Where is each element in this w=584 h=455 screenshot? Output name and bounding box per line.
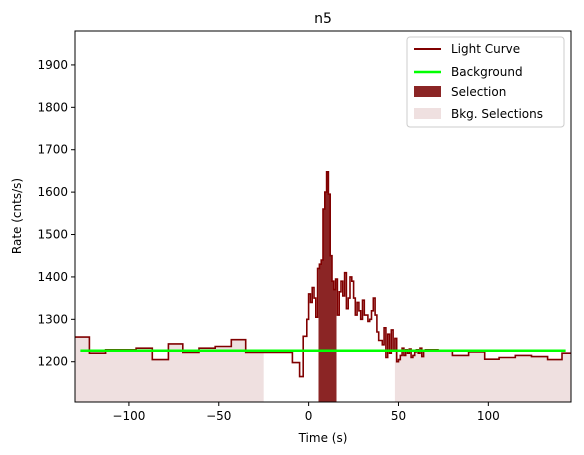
x-tick-label: −50 — [206, 409, 231, 423]
x-tick-label: 100 — [477, 409, 500, 423]
legend-label-light-curve: Light Curve — [451, 42, 520, 56]
y-axis-ticks: 1200 1300 1400 1500 1600 1700 1800 1900 — [37, 58, 75, 369]
y-tick-label: 1900 — [37, 58, 68, 72]
series-lines — [75, 171, 571, 378]
y-tick-label: 1800 — [37, 100, 68, 114]
legend-swatch-bkg-selections — [414, 108, 441, 119]
y-tick-label: 1300 — [37, 312, 68, 326]
x-tick-label: −100 — [112, 409, 145, 423]
light-curve-line — [75, 171, 571, 378]
legend-label-selection: Selection — [451, 85, 506, 99]
legend-label-background: Background — [451, 65, 523, 79]
x-tick-label: 0 — [305, 409, 313, 423]
y-axis-label: Rate (cnts/s) — [10, 178, 24, 254]
legend: Light Curve Background Selection Bkg. Se… — [406, 36, 565, 128]
y-tick-label: 1400 — [37, 270, 68, 284]
bkg-selection-fills — [75, 337, 571, 402]
legend-label-bkg-selections: Bkg. Selections — [451, 107, 543, 121]
x-tick-label: 50 — [391, 409, 406, 423]
plot-frame — [74, 30, 572, 403]
y-tick-label: 1500 — [37, 228, 68, 242]
y-tick-label: 1600 — [37, 185, 68, 199]
chart-title: n5 — [314, 11, 332, 27]
y-tick-label: 1700 — [37, 143, 68, 157]
legend-swatch-selection — [414, 86, 441, 97]
bkg-selection-region-2 — [394, 338, 571, 402]
bkg-selection-region-1 — [75, 337, 264, 402]
legend-box — [406, 36, 565, 128]
y-tick-label: 1200 — [37, 355, 68, 369]
x-axis-label: Time (s) — [298, 431, 348, 445]
x-axis-ticks: −100 −50 0 50 100 — [112, 402, 500, 423]
